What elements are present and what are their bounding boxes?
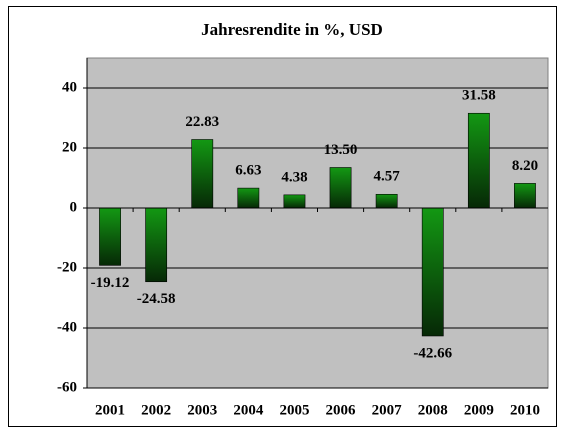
value-label: -19.12 <box>91 275 130 291</box>
bar <box>191 139 214 209</box>
y-tick-label: -60 <box>57 379 77 395</box>
value-label: 8.20 <box>512 158 538 174</box>
value-label: 4.57 <box>374 169 401 185</box>
y-tick-label: 40 <box>62 79 77 95</box>
bar <box>375 193 398 209</box>
x-tick-label: 2008 <box>418 402 448 418</box>
y-tick-label: 20 <box>62 139 77 155</box>
bar <box>329 167 352 209</box>
bar <box>283 194 306 209</box>
value-label: 4.38 <box>281 169 307 185</box>
bar <box>145 207 168 283</box>
x-tick-label: 2001 <box>95 402 125 418</box>
bar <box>421 207 444 337</box>
y-tick-label: 0 <box>70 199 78 215</box>
x-tick-label: 2007 <box>372 402 403 418</box>
value-label: 22.83 <box>185 114 219 130</box>
x-tick-label: 2005 <box>279 402 309 418</box>
x-tick-label: 2004 <box>233 402 264 418</box>
y-tick-label: -40 <box>57 319 77 335</box>
x-tick-label: 2003 <box>187 402 217 418</box>
chart-title: Jahresrendite in %, USD <box>201 20 383 39</box>
y-tick-label: -20 <box>57 259 77 275</box>
value-label: 13.50 <box>324 142 358 158</box>
bar <box>99 207 121 266</box>
value-label: -24.58 <box>137 291 176 307</box>
x-tick-label: 2002 <box>141 402 171 418</box>
x-tick-label: 2006 <box>326 402 357 418</box>
x-tick-label: 2010 <box>510 402 540 418</box>
bar <box>237 187 260 209</box>
bar <box>467 112 490 209</box>
x-tick-label: 2009 <box>464 402 494 418</box>
bar <box>514 183 536 209</box>
value-label: -42.66 <box>413 345 452 361</box>
value-label: 6.63 <box>235 163 261 179</box>
value-label: 31.58 <box>462 88 496 104</box>
